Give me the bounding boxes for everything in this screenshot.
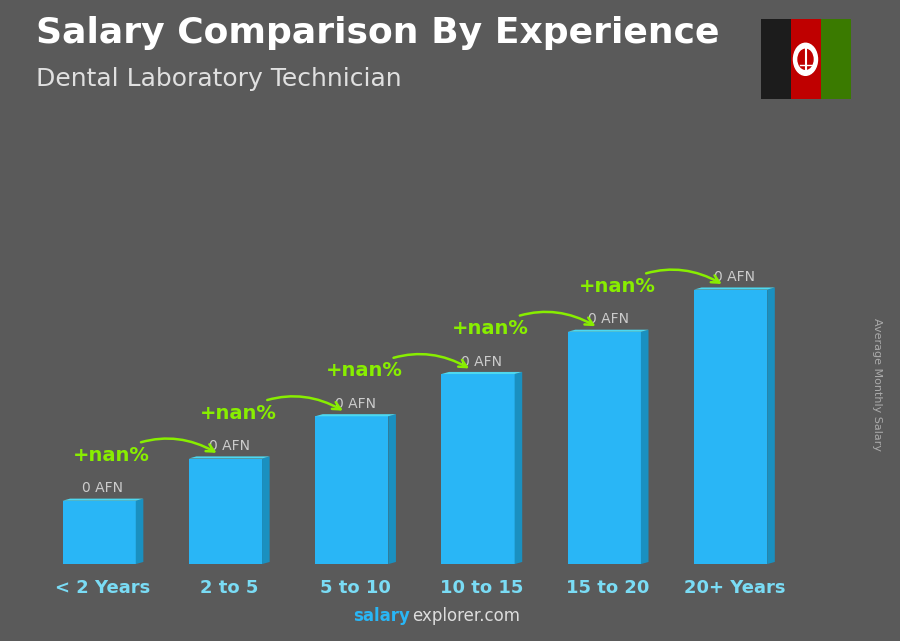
Text: +nan%: +nan% [73, 438, 214, 465]
Polygon shape [694, 287, 775, 290]
Bar [790, 19, 821, 99]
Text: 0 AFN: 0 AFN [335, 397, 376, 411]
Bar [821, 19, 850, 99]
Bar [760, 19, 790, 99]
Polygon shape [441, 372, 522, 374]
Polygon shape [62, 499, 143, 501]
Bar [315, 416, 388, 564]
Text: 15 to 20: 15 to 20 [566, 579, 650, 597]
Polygon shape [136, 499, 143, 564]
Text: 20+ Years: 20+ Years [684, 579, 785, 597]
Text: Average Monthly Salary: Average Monthly Salary [872, 318, 883, 451]
Text: Dental Laboratory Technician: Dental Laboratory Technician [36, 67, 401, 91]
Text: 0 AFN: 0 AFN [462, 354, 502, 369]
Polygon shape [641, 329, 649, 564]
Bar [568, 332, 641, 564]
Polygon shape [515, 372, 522, 564]
Text: explorer.com: explorer.com [412, 607, 520, 625]
Polygon shape [388, 414, 396, 564]
Text: < 2 Years: < 2 Years [55, 579, 150, 597]
Text: 2 to 5: 2 to 5 [200, 579, 258, 597]
Text: 0 AFN: 0 AFN [209, 439, 249, 453]
Text: salary: salary [353, 607, 410, 625]
Circle shape [798, 49, 813, 69]
Text: 0 AFN: 0 AFN [714, 270, 755, 284]
Text: 10 to 15: 10 to 15 [440, 579, 524, 597]
Text: +nan%: +nan% [200, 396, 340, 422]
Text: 0 AFN: 0 AFN [588, 312, 628, 326]
Text: +nan%: +nan% [579, 270, 719, 296]
Text: 0 AFN: 0 AFN [83, 481, 123, 495]
Polygon shape [262, 456, 270, 564]
Text: +nan%: +nan% [452, 312, 593, 338]
Bar [62, 501, 136, 564]
Bar [441, 374, 515, 564]
Bar [189, 458, 262, 564]
Text: 5 to 10: 5 to 10 [320, 579, 391, 597]
Text: +nan%: +nan% [326, 354, 467, 380]
Polygon shape [767, 287, 775, 564]
Text: Salary Comparison By Experience: Salary Comparison By Experience [36, 16, 719, 50]
Bar [694, 290, 767, 564]
Polygon shape [568, 329, 649, 332]
Polygon shape [189, 456, 270, 458]
Polygon shape [315, 414, 396, 416]
Circle shape [794, 44, 817, 75]
